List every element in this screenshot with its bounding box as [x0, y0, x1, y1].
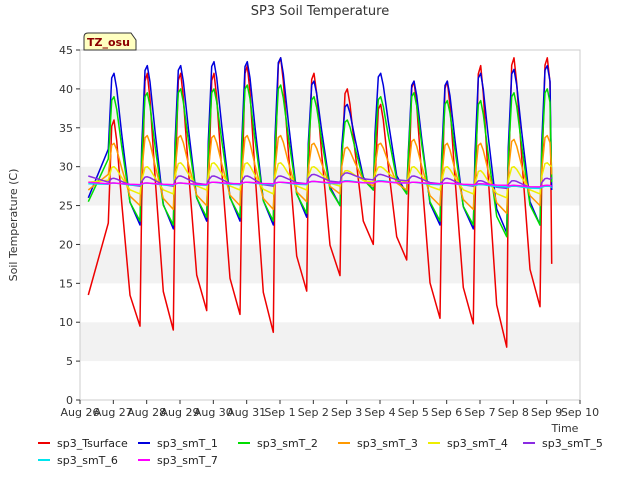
x-tick-label: Sep 4	[364, 406, 395, 419]
y-tick-label: 10	[59, 316, 73, 329]
y-axis-label: Soil Temperature (C)	[7, 169, 20, 282]
series-layer	[87, 57, 553, 348]
annotation-text: TZ_osu	[87, 36, 130, 49]
grid-band	[80, 244, 580, 284]
x-tick-label: Sep 7	[464, 406, 495, 419]
series-line-sp3_smT_2	[87, 84, 553, 238]
grid-bands	[80, 50, 580, 400]
series-line-sp3_smT_3	[87, 134, 553, 215]
legend-label-sp3_smT_6: sp3_smT_6	[57, 454, 118, 467]
x-tick-label: Sep 9	[531, 406, 562, 419]
grid-band	[80, 361, 580, 400]
y-tick-label: 5	[66, 355, 73, 368]
x-tick-label: Sep 6	[431, 406, 462, 419]
legend-label-sp3_smT_5: sp3_smT_5	[542, 437, 603, 450]
y-tick-label: 25	[59, 200, 73, 213]
grid-band	[80, 322, 580, 362]
chart-title: SP3 Soil Temperature	[251, 4, 389, 19]
annotation-box: TZ_osu	[83, 32, 137, 51]
x-tick-label: Sep 2	[298, 406, 329, 419]
grid-band	[80, 88, 580, 128]
x-tick-label: Aug 29	[161, 406, 200, 419]
y-tick-label: 45	[59, 44, 73, 57]
y-tick-label: 35	[59, 122, 73, 135]
y-tick-label: 30	[59, 161, 73, 174]
legend-label-sp3_Tsurface: sp3_Tsurface	[57, 437, 128, 450]
legend-label-sp3_smT_2: sp3_smT_2	[257, 437, 318, 450]
series-line-sp3_smT_5	[88, 172, 553, 190]
plot-frame	[79, 49, 581, 401]
x-tick-label: Sep 5	[398, 406, 429, 419]
grid-band	[80, 50, 580, 89]
legend-label-sp3_smT_4: sp3_smT_4	[447, 437, 508, 450]
legend-label-sp3_smT_7: sp3_smT_7	[157, 454, 218, 467]
x-axis-label: Time	[551, 422, 579, 435]
x-tick-label: Aug 30	[194, 406, 233, 419]
x-tick-label: Sep 1	[264, 406, 295, 419]
y-tick-label: 20	[59, 238, 73, 251]
x-tick-label: Sep 3	[331, 406, 362, 419]
x-tick-label: Aug 28	[127, 406, 166, 419]
y-tick-label: 0	[66, 394, 73, 407]
x-tick-label: Aug 27	[94, 406, 133, 419]
y-axis-ticks: 0 5 10 15 20 25 30 35 40 45	[59, 44, 80, 407]
legend: sp3_Tsurface sp3_smT_1 sp3_smT_2 sp3_smT_3 s…	[38, 437, 603, 467]
y-tick-label: 15	[59, 277, 73, 290]
grid-band	[80, 127, 580, 167]
x-tick-label: Sep 8	[498, 406, 529, 419]
y-tick-label: 40	[59, 83, 73, 96]
x-tick-label: Aug 31	[227, 406, 266, 419]
grid-band	[80, 283, 580, 323]
legend-label-sp3_smT_1: sp3_smT_1	[157, 437, 218, 450]
x-tick-label: Sep 10	[561, 406, 599, 419]
x-tick-label: Aug 26	[61, 406, 100, 419]
legend-label-sp3_smT_3: sp3_smT_3	[357, 437, 418, 450]
series-line-sp3_smT_7	[88, 180, 552, 188]
annotation-tag-shape	[83, 32, 137, 51]
